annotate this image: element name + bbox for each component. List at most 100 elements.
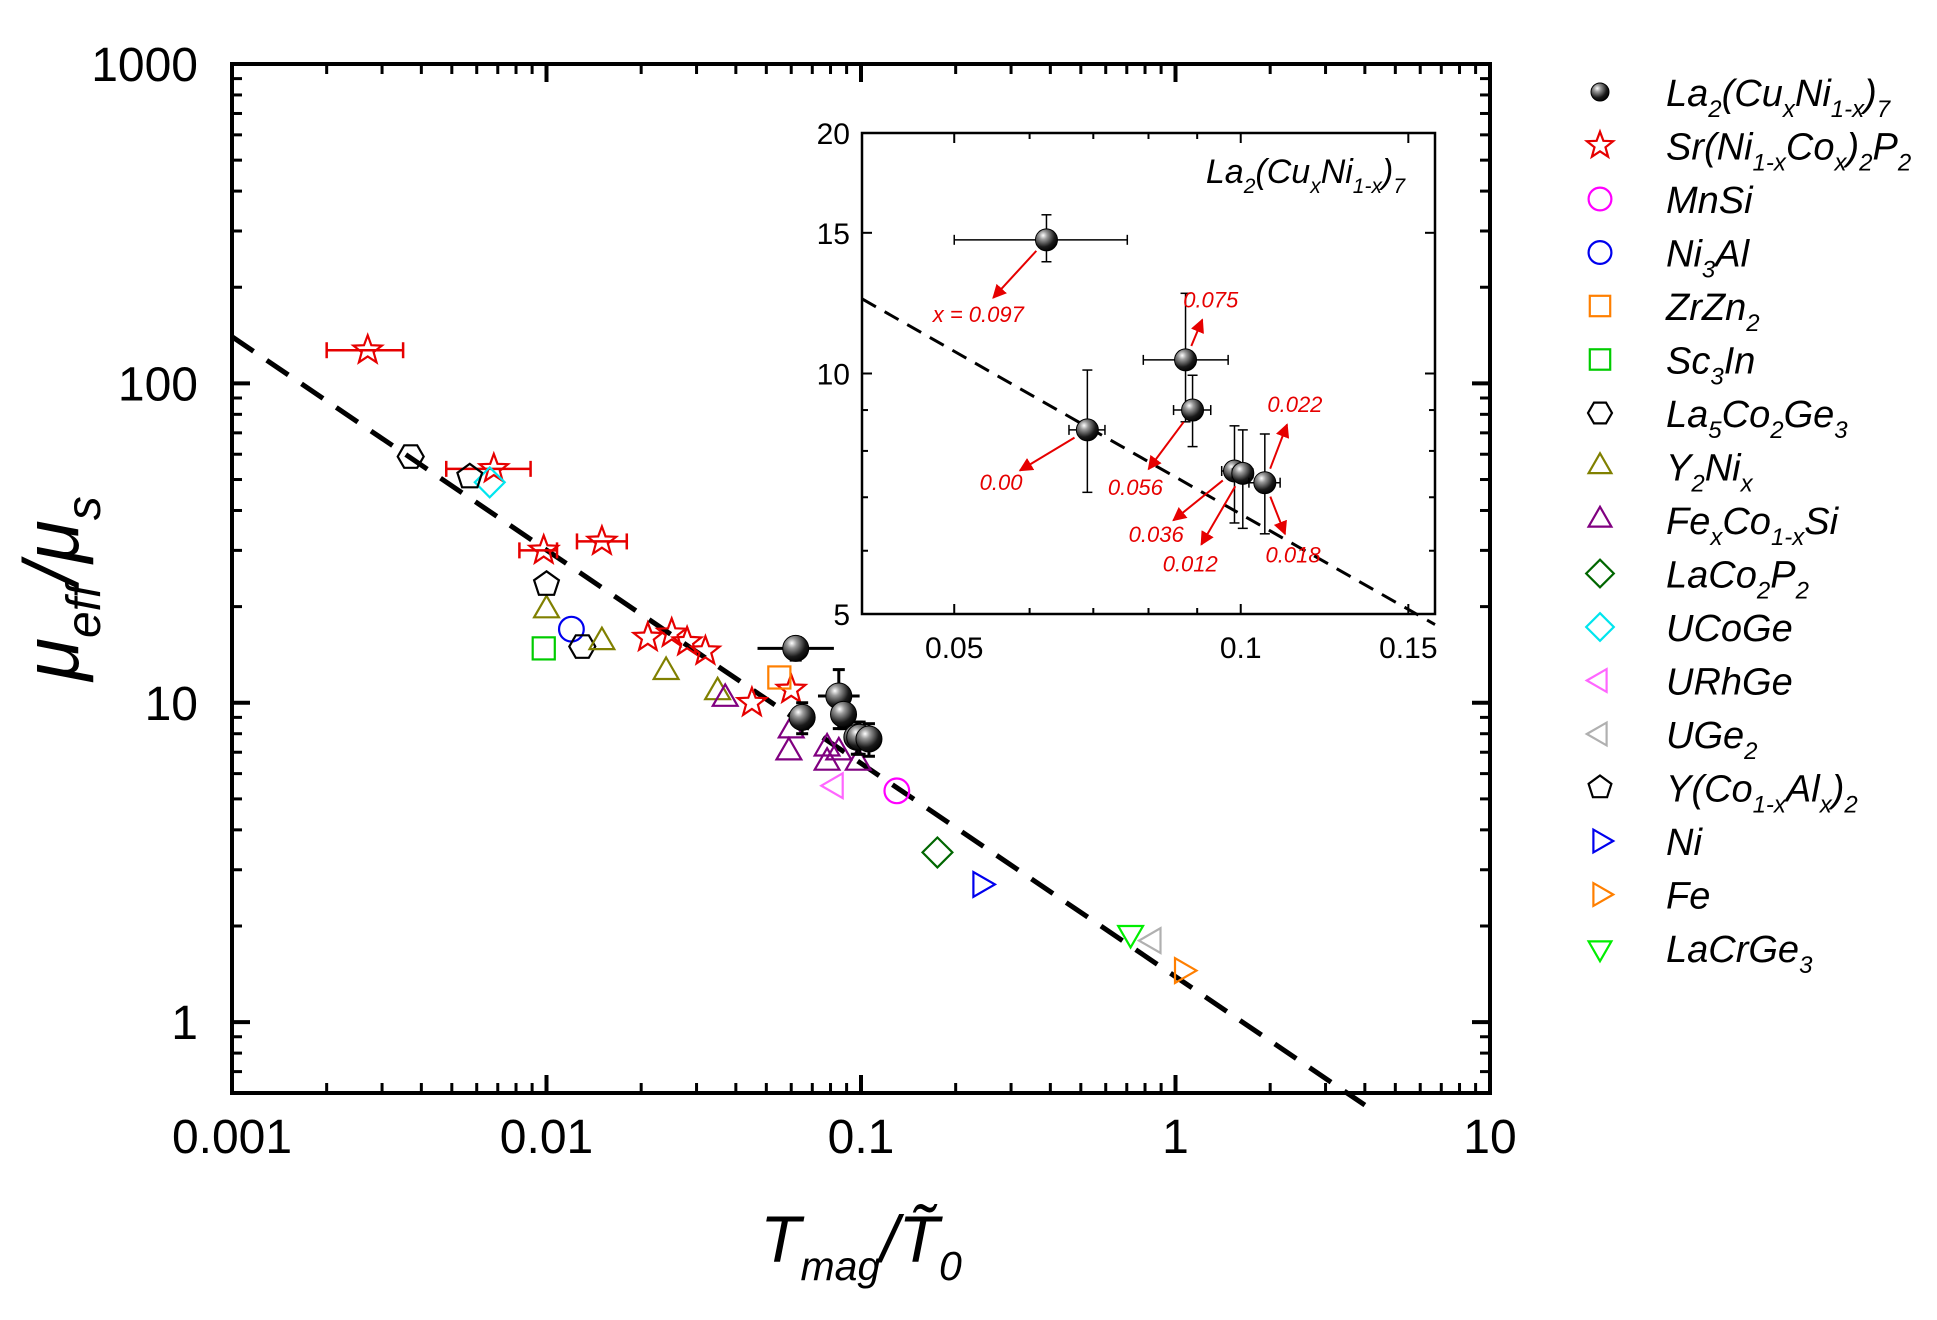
inset-y-tick-label: 20 bbox=[817, 118, 850, 151]
y-axis-title: μeff/μs bbox=[7, 496, 111, 683]
legend-entry-y2ni: Y2Nix bbox=[1586, 448, 1754, 498]
annotation-label: x = 0.097 bbox=[932, 302, 1025, 327]
legend-label-ni3al: Ni3Al bbox=[1666, 234, 1751, 284]
annotation-label: 0.018 bbox=[1266, 543, 1322, 568]
legend-entry-ni3al: Ni3Al bbox=[1587, 234, 1751, 284]
annotation-arrow bbox=[1269, 423, 1290, 470]
data-point-fecosi bbox=[844, 745, 873, 771]
legend-marker-la5 bbox=[1586, 401, 1614, 425]
series-urhge bbox=[819, 771, 844, 801]
legend-marker-uge2 bbox=[1584, 720, 1608, 748]
legend-entry-yco: Y(Co1-xAlx)2 bbox=[1587, 769, 1858, 819]
y-axis-label: μeff/μs bbox=[7, 496, 111, 683]
x-axis-label: Tmag/T̃0 bbox=[760, 1202, 962, 1289]
inset-annotation: 0.022 bbox=[1267, 392, 1322, 470]
data-point-sr bbox=[773, 671, 809, 705]
annotation-arrow bbox=[1018, 436, 1076, 472]
inset-data-point bbox=[1181, 398, 1205, 422]
legend-marker-y2ni bbox=[1586, 451, 1614, 475]
legend-label-lacrge3: LaCrGe3 bbox=[1666, 929, 1813, 979]
x-tick-label: 10 bbox=[1463, 1111, 1516, 1164]
annotation-label: 0.022 bbox=[1267, 392, 1322, 417]
legend-label-fecosi: FexCo1-xSi bbox=[1666, 501, 1840, 551]
data-point-uge2 bbox=[1136, 926, 1162, 955]
inset-background bbox=[862, 133, 1435, 614]
legend-marker-mnsi bbox=[1587, 186, 1613, 212]
data-point-zrzn2 bbox=[767, 665, 792, 690]
legend-entry-la2: La2(CuxNi1-x)7 bbox=[1590, 73, 1892, 123]
legend-marker-sr bbox=[1583, 128, 1617, 160]
legend-label-la2: La2(CuxNi1-x)7 bbox=[1666, 73, 1892, 123]
inset-point-group bbox=[1068, 369, 1106, 494]
legend-entry-zrzn2: ZrZn2 bbox=[1588, 287, 1760, 337]
series-laco2p2 bbox=[920, 835, 954, 869]
legend-entry-uge2: UGe2 bbox=[1584, 715, 1758, 765]
legend-entry-ni: Ni bbox=[1592, 822, 1703, 864]
legend-label-sc3in: Sc3In bbox=[1666, 341, 1755, 391]
data-point-sr bbox=[630, 619, 666, 653]
series-uge2 bbox=[1136, 926, 1162, 955]
data-point-fecosi bbox=[710, 682, 740, 707]
data-point-fecosi bbox=[812, 731, 842, 757]
legend-marker-laco2p2 bbox=[1584, 558, 1616, 589]
legend-entry-urhge: URhGe bbox=[1584, 662, 1793, 704]
data-point-fecosi bbox=[774, 735, 804, 761]
legend-marker-la2 bbox=[1590, 82, 1610, 102]
data-point-sc3in bbox=[531, 636, 556, 661]
series-ni3al bbox=[557, 615, 585, 643]
inset-annotation: 0.012 bbox=[1163, 485, 1237, 577]
data-point-la5 bbox=[396, 444, 425, 469]
data-point-sr bbox=[688, 633, 723, 666]
data-point-sr bbox=[350, 332, 385, 365]
inset-y-tick-label: 5 bbox=[833, 599, 850, 632]
inset-point-group bbox=[953, 214, 1129, 263]
data-point-lacrge3 bbox=[1116, 924, 1145, 950]
legend-label-ucoge: UCoGe bbox=[1666, 608, 1793, 650]
legend-label-urhge: URhGe bbox=[1666, 662, 1793, 704]
legend-label-sr: Sr(Ni1-xCox)2P2 bbox=[1666, 127, 1911, 177]
annotation-label: 0.012 bbox=[1163, 552, 1218, 577]
inset-annotation: 0.036 bbox=[1129, 479, 1224, 547]
series-sc3in bbox=[531, 636, 556, 661]
inset-x-tick-label: 0.05 bbox=[925, 632, 983, 665]
main-plot: 0.001 0.01 0.1 1 10 1 10 100 1000 μeff/μs Tmag/T̃0 bbox=[7, 39, 1517, 1289]
legend-entry-la5: La5Co2Ge3 bbox=[1586, 394, 1848, 444]
inset-point-group bbox=[1248, 433, 1281, 535]
data-point-fe bbox=[1173, 956, 1199, 985]
series-sr bbox=[325, 332, 809, 718]
data-point-sr bbox=[476, 450, 511, 484]
x-tick-label: 0.1 bbox=[828, 1111, 895, 1164]
x-tick-label: 1 bbox=[1162, 1111, 1189, 1164]
legend-label-yco: Y(Co1-xAlx)2 bbox=[1666, 769, 1858, 819]
series-la2 bbox=[757, 634, 883, 758]
data-point-la2 bbox=[830, 700, 858, 728]
inset-x-tick-label: 0.1 bbox=[1220, 632, 1262, 665]
annotation-arrow bbox=[1190, 318, 1204, 347]
data-point-sr bbox=[654, 615, 689, 648]
inset-fit-line bbox=[861, 297, 1436, 626]
inset-y-tick-label: 15 bbox=[817, 218, 850, 251]
legend-entry-laco2p2: LaCo2P2 bbox=[1584, 555, 1809, 605]
data-point-y2ni bbox=[532, 593, 561, 619]
inset-data-point bbox=[1034, 228, 1058, 252]
data-point-fecosi bbox=[812, 745, 842, 771]
annotation-label: 0.056 bbox=[1108, 475, 1164, 500]
series-mnsi bbox=[883, 777, 911, 805]
legend-entry-lacrge3: LaCrGe3 bbox=[1586, 929, 1813, 979]
legend-marker-urhge bbox=[1584, 667, 1608, 694]
data-point-sr bbox=[734, 684, 770, 718]
annotation-arrow bbox=[1200, 485, 1237, 546]
y-tick-label: 1000 bbox=[91, 39, 198, 92]
series-fe bbox=[1173, 956, 1199, 985]
inset-title: La2(CuxNi1-x)7 bbox=[1206, 153, 1406, 198]
legend-marker-yco bbox=[1587, 774, 1613, 799]
legend-marker-fe bbox=[1592, 881, 1616, 908]
data-point-y2ni bbox=[587, 625, 617, 651]
series-la5 bbox=[396, 444, 597, 659]
inset-point-group bbox=[1142, 292, 1229, 423]
series-yco bbox=[456, 462, 561, 596]
legend-marker-ucoge bbox=[1584, 611, 1616, 643]
